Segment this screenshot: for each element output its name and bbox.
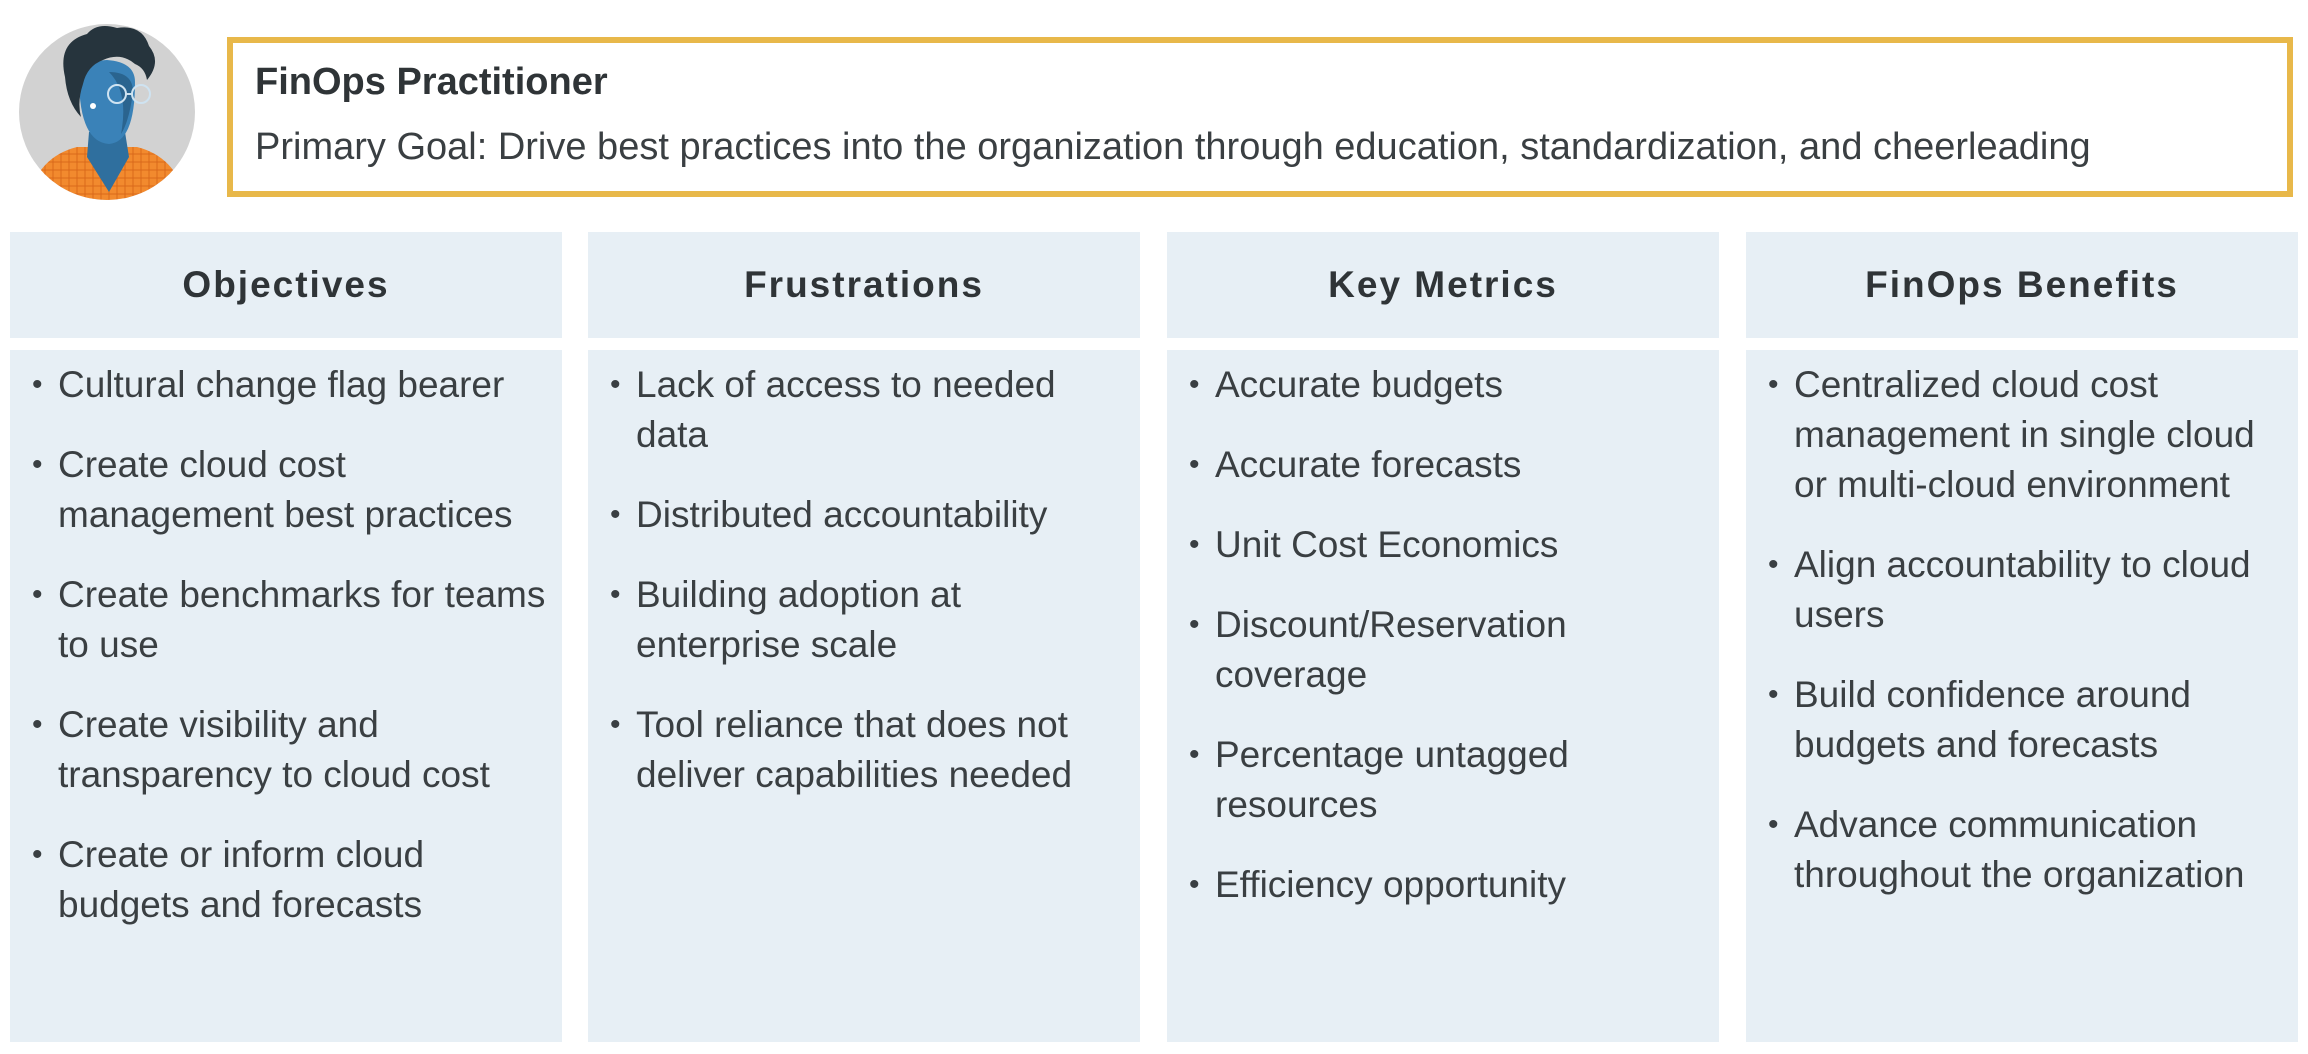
column-body: Accurate budgets Accurate forecasts Unit… (1167, 350, 1719, 1042)
column-key-metrics: Key Metrics Accurate budgets Accurate fo… (1167, 232, 1719, 1042)
column-body: Centralized cloud cost management in sin… (1746, 350, 2298, 1042)
bullet-list: Centralized cloud cost management in sin… (1768, 360, 2286, 900)
column-header: Key Metrics (1167, 232, 1719, 338)
persona-goal: Primary Goal: Drive best practices into … (255, 126, 2091, 168)
list-item: Distributed accountability (610, 490, 1128, 540)
column-objectives: Objectives Cultural change flag bearer C… (10, 232, 562, 1042)
persona-title: FinOps Practitioner (255, 61, 608, 103)
list-item: Lack of access to needed data (610, 360, 1128, 460)
list-item: Build confidence around budgets and fore… (1768, 670, 2286, 770)
list-item: Advance communication throughout the org… (1768, 800, 2286, 900)
list-item: Tool reliance that does not deliver capa… (610, 700, 1128, 800)
bullet-list: Lack of access to needed data Distribute… (610, 360, 1128, 800)
list-item: Create or inform cloud budgets and forec… (32, 830, 550, 930)
bullet-list: Accurate budgets Accurate forecasts Unit… (1189, 360, 1707, 910)
column-header: Objectives (10, 232, 562, 338)
list-item: Unit Cost Economics (1189, 520, 1707, 570)
list-item: Create cloud cost management best practi… (32, 440, 550, 540)
list-item: Create benchmarks for teams to use (32, 570, 550, 670)
list-item: Cultural change flag bearer (32, 360, 550, 410)
bullet-list: Cultural change flag bearer Create cloud… (32, 360, 550, 930)
list-item: Centralized cloud cost management in sin… (1768, 360, 2286, 510)
column-body: Cultural change flag bearer Create cloud… (10, 350, 562, 1042)
list-item: Discount/Reservation coverage (1189, 600, 1707, 700)
list-item: Accurate forecasts (1189, 440, 1707, 490)
column-frustrations: Frustrations Lack of access to needed da… (588, 232, 1140, 1042)
person-avatar-icon (17, 22, 197, 202)
column-finops-benefits: FinOps Benefits Centralized cloud cost m… (1746, 232, 2298, 1042)
list-item: Align accountability to cloud users (1768, 540, 2286, 640)
list-item: Create visibility and transparency to cl… (32, 700, 550, 800)
list-item: Building adoption at enterprise scale (610, 570, 1128, 670)
list-item: Accurate budgets (1189, 360, 1707, 410)
persona-header-box: FinOps Practitioner Primary Goal: Drive … (227, 37, 2293, 197)
column-header: Frustrations (588, 232, 1140, 338)
list-item: Percentage untagged resources (1189, 730, 1707, 830)
column-body: Lack of access to needed data Distribute… (588, 350, 1140, 1042)
column-header: FinOps Benefits (1746, 232, 2298, 338)
list-item: Efficiency opportunity (1189, 860, 1707, 910)
